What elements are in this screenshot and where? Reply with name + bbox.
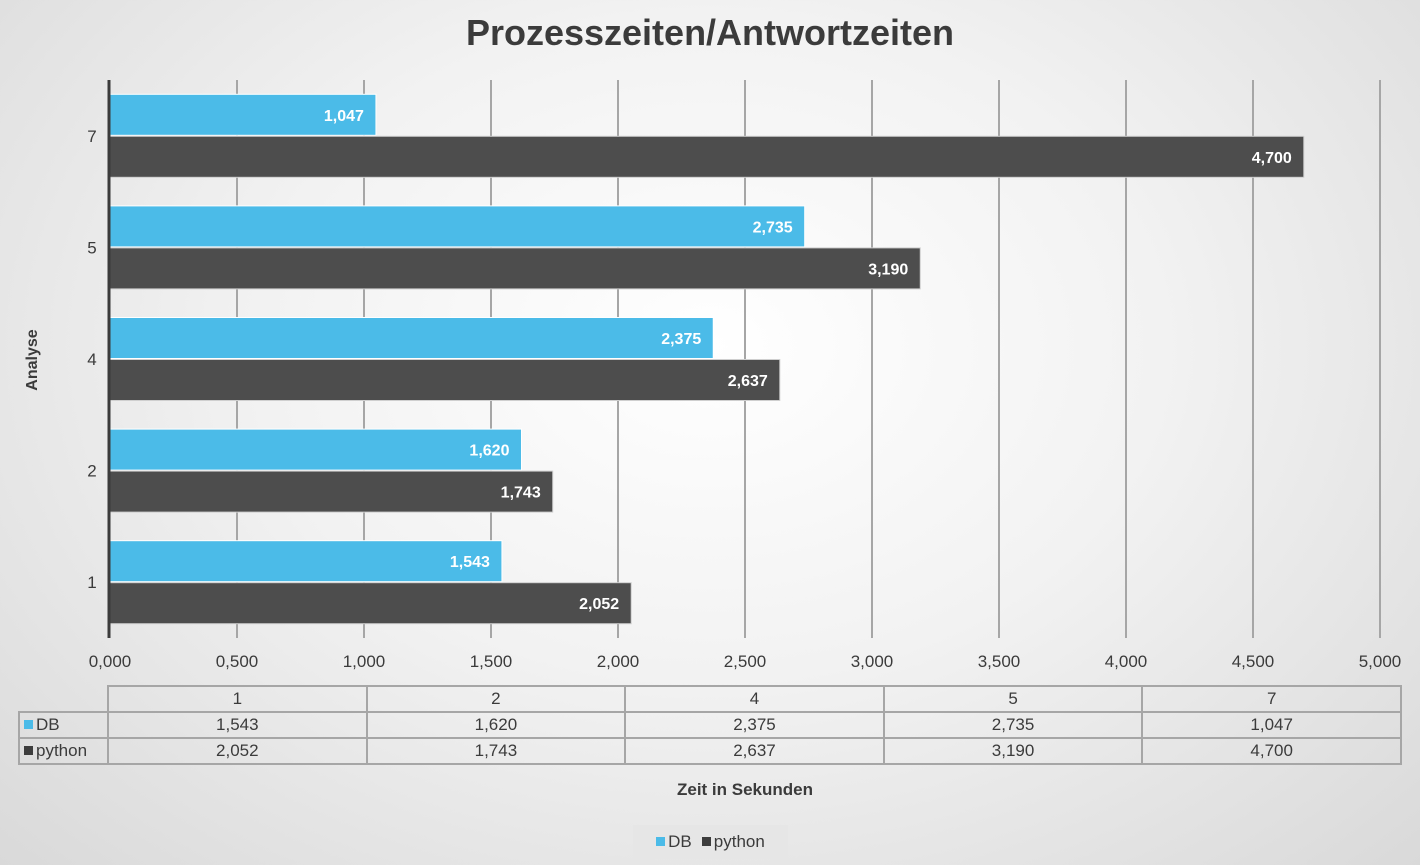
- chart-title: Prozesszeiten/Antwortzeiten: [465, 12, 955, 53]
- data-label: 1,743: [501, 485, 541, 502]
- x-tick-label: 1,500: [470, 652, 513, 671]
- x-tick-label: 4,000: [1105, 652, 1148, 671]
- data-table-cell: 4,700: [1141, 737, 1402, 765]
- x-tick-label: 0,500: [216, 652, 259, 671]
- python-swatch-icon: [24, 746, 33, 756]
- data-table-header-row: 1 2 4 5 7: [19, 685, 1402, 713]
- data-table-header-cell: 1: [107, 685, 368, 713]
- data-table-row-db: DB 1,543 1,620 2,375 2,735 1,047: [18, 711, 1402, 739]
- bar-python: [109, 247, 921, 290]
- data-label: 2,375: [661, 331, 701, 348]
- x-tick-label: 3,000: [851, 652, 894, 671]
- bar-python: [109, 135, 1305, 178]
- x-tick-label: 2,500: [724, 652, 767, 671]
- x-tick-label: 3,500: [978, 652, 1021, 671]
- y-tick-label: 7: [87, 127, 96, 146]
- x-tick-label: 4,500: [1232, 652, 1275, 671]
- legend-label: DB: [668, 832, 692, 851]
- data-table-header-cell: 7: [1141, 685, 1402, 713]
- data-table-cell: 1,543: [107, 711, 368, 739]
- db-swatch-icon: [24, 720, 33, 730]
- x-tick-label: 0,000: [89, 652, 132, 671]
- data-label: 2,637: [728, 373, 768, 390]
- bar-python: [109, 470, 554, 513]
- data-table-row-header: DB: [18, 711, 109, 739]
- x-tick-label: 1,000: [343, 652, 386, 671]
- legend-item-db: DB: [656, 832, 692, 852]
- db-swatch-icon: [656, 836, 666, 846]
- data-table: 1 2 4 5 7 DB 1,543 1,620 2,375 2,735 1,0…: [18, 685, 1402, 765]
- data-label: 1,620: [469, 443, 509, 460]
- data-table-cell: 3,190: [882, 737, 1144, 765]
- data-table-header-cell: 4: [624, 685, 885, 713]
- y-tick-label: 2: [87, 462, 96, 481]
- bar-db: [109, 205, 806, 248]
- data-label: 1,047: [324, 108, 364, 125]
- data-table-cell: 2,375: [624, 711, 885, 739]
- data-table-row-header: python: [18, 737, 109, 765]
- legend: DB python: [633, 825, 788, 859]
- data-table-cell: 2,735: [882, 711, 1144, 739]
- x-tick-label: 2,000: [597, 652, 640, 671]
- data-label: 1,543: [450, 554, 490, 571]
- y-tick-label: 1: [87, 573, 96, 592]
- data-table-header-cell: 5: [882, 685, 1144, 713]
- bar-db: [109, 428, 522, 471]
- data-table-corner: [19, 686, 109, 713]
- bar-python: [109, 359, 781, 401]
- bar-db: [109, 317, 714, 359]
- data-labels: 1,543 2,052 1,620 1,743 2,375 2,637 2,735 3,190…: [324, 108, 1292, 613]
- legend-item-python: python: [701, 832, 765, 852]
- bar-db: [109, 93, 377, 136]
- y-tick-label: 5: [87, 238, 96, 257]
- x-axis-label: Zeit in Sekunden: [676, 780, 814, 799]
- y-tick-label: 4: [87, 350, 96, 369]
- python-swatch-icon: [701, 836, 711, 846]
- data-table-cell: 2,637: [624, 737, 885, 765]
- data-table-series-name: python: [36, 741, 88, 760]
- bar-python: [109, 582, 632, 625]
- legend-label: python: [713, 832, 765, 851]
- data-label: 2,052: [579, 596, 619, 613]
- data-label: 2,735: [753, 219, 793, 236]
- data-table-cell: 1,743: [365, 737, 627, 765]
- x-tick-label: 5,000: [1359, 652, 1402, 671]
- bars: [109, 93, 1305, 625]
- data-label: 3,190: [868, 261, 908, 278]
- bar-db: [109, 540, 503, 583]
- y-axis-label: Analyse: [24, 329, 41, 391]
- data-table-row-python: python 2,052 1,743 2,637 3,190 4,700: [18, 737, 1402, 765]
- data-table-series-name: DB: [36, 715, 60, 734]
- data-table-cell: 1,047: [1141, 711, 1402, 739]
- axes: 0,000 0,500 1,000 1,500 2,000 2,500 3,000 3,500…: [87, 80, 1401, 671]
- data-table-cell: 1,620: [365, 711, 627, 739]
- data-table-cell: 2,052: [107, 737, 368, 765]
- data-table-header-cell: 2: [365, 685, 627, 713]
- data-label: 4,700: [1252, 150, 1292, 167]
